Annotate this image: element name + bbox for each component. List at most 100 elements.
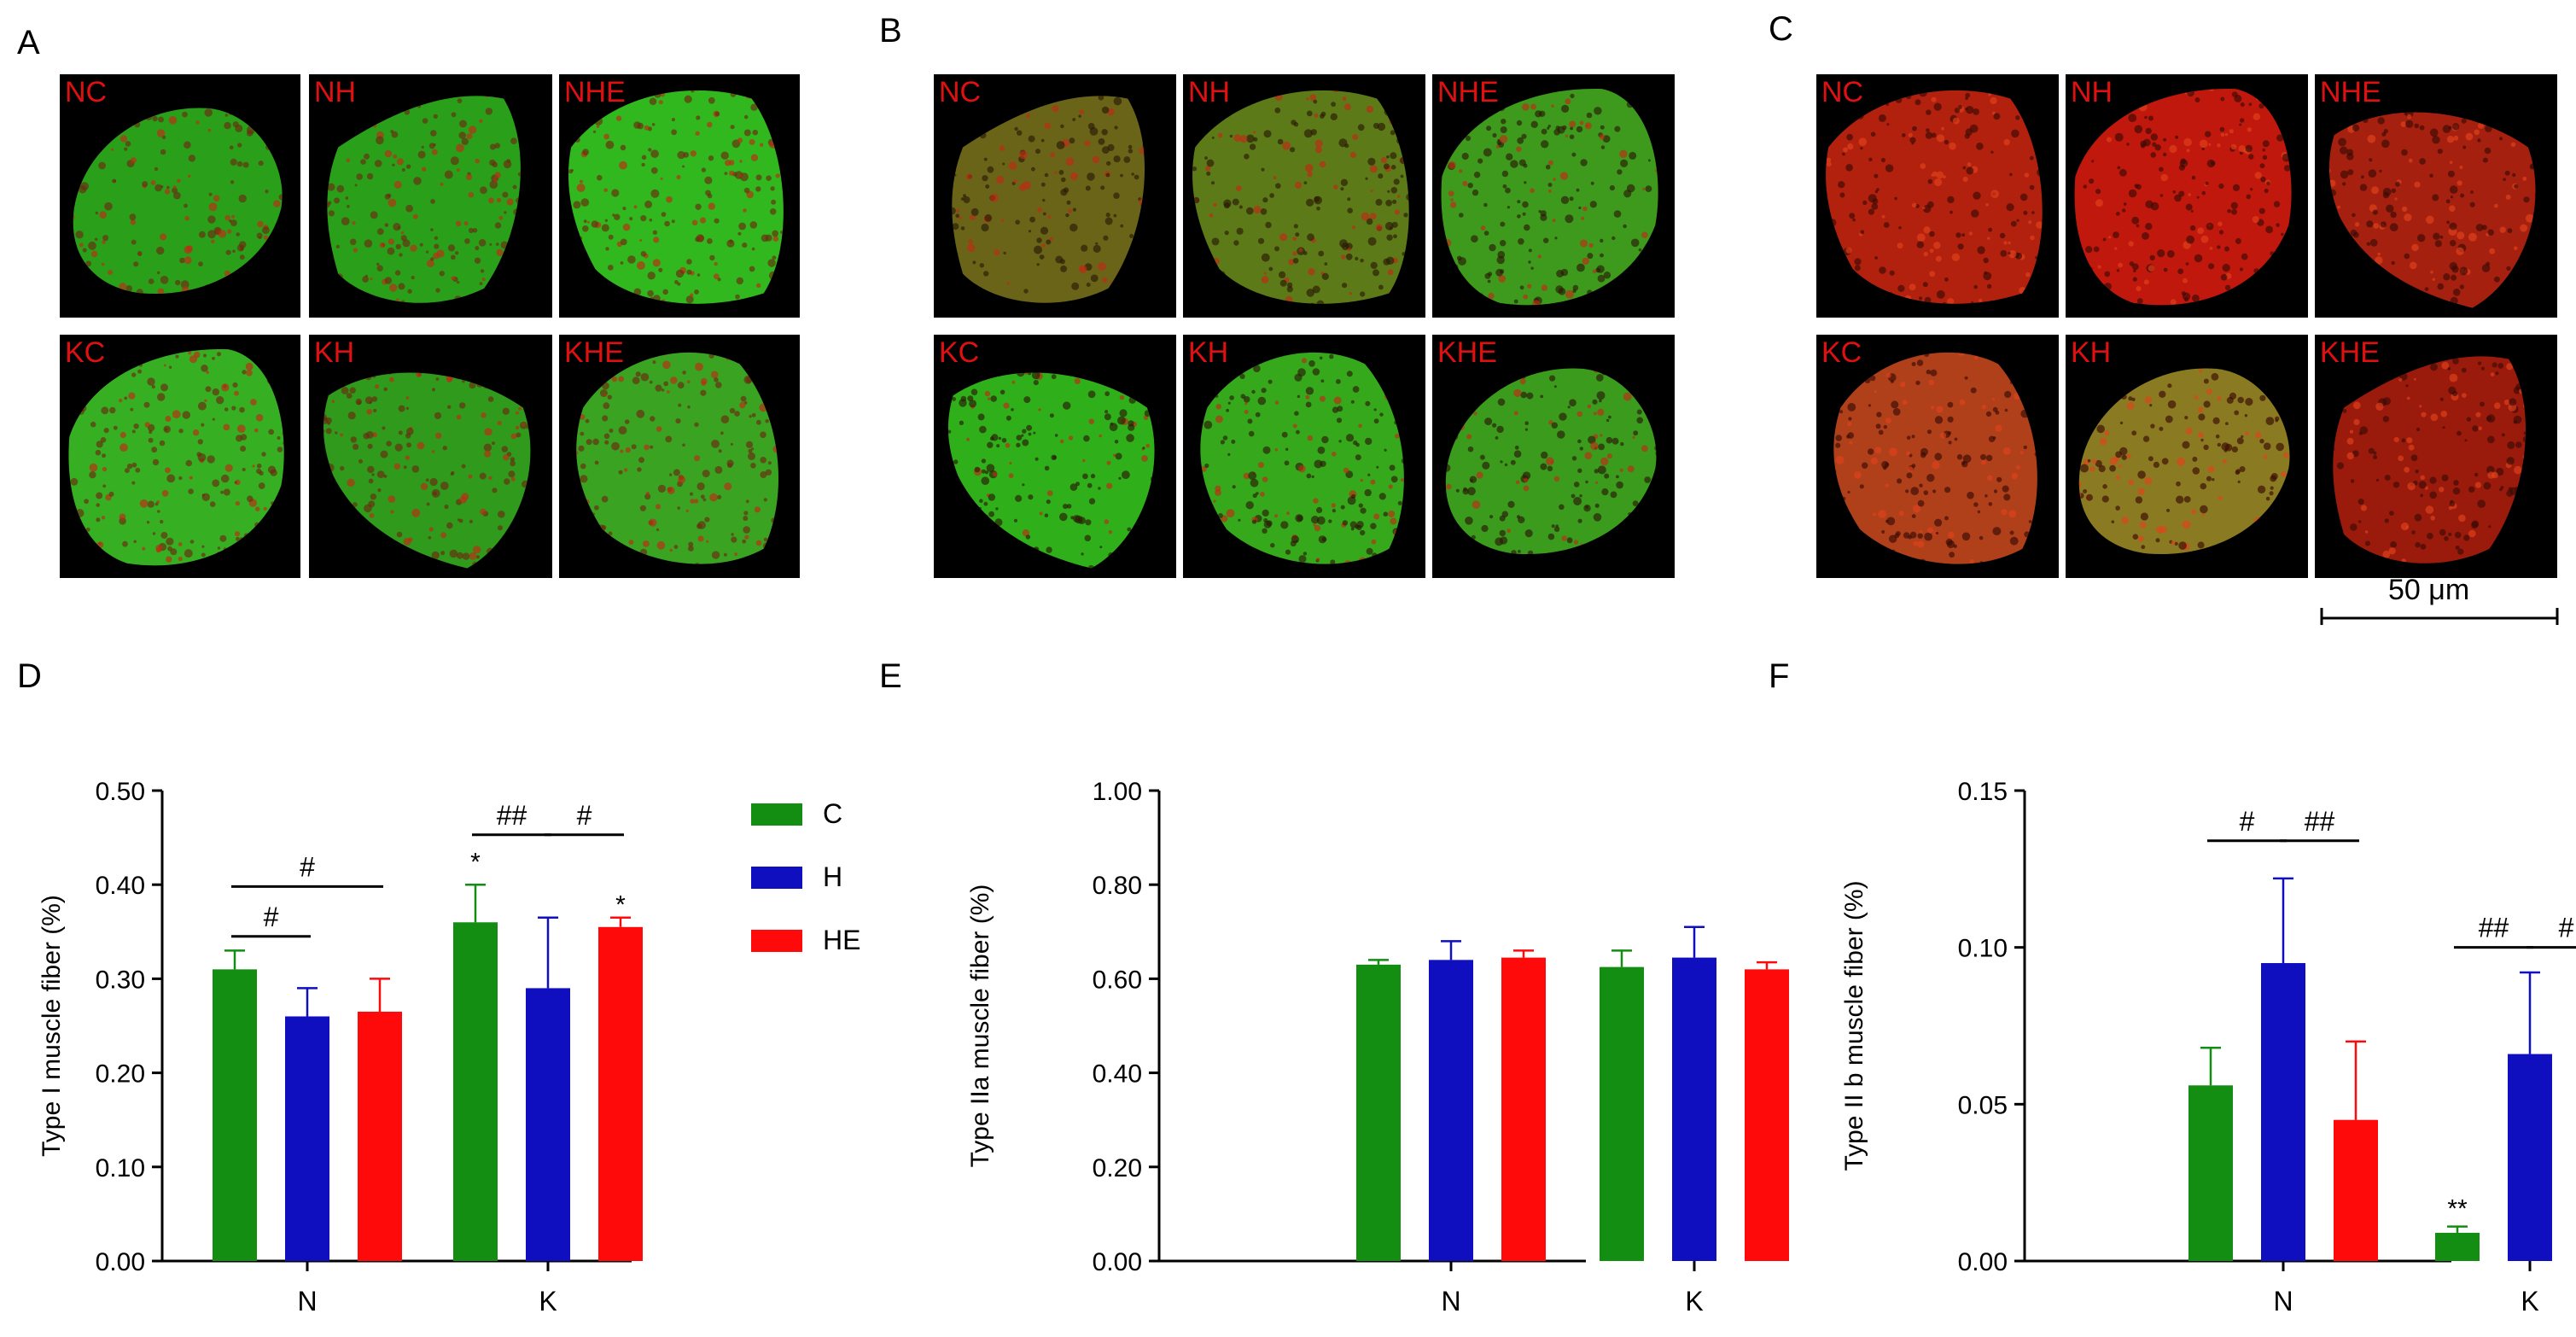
y-axis-title: Type I muscle fiber (%) [38,895,66,1157]
micrograph-tile: KH [1183,335,1425,578]
micrograph-tissue [2078,368,2290,555]
micrograph-tile: KHE [2315,335,2557,578]
scale-bar-label: 50 μm [2388,574,2470,606]
micrograph-label: KH [2071,336,2112,369]
micrograph-tile: NHE [2315,74,2557,318]
micrograph-tissue [947,372,1155,569]
micrograph-tissue [576,352,779,564]
bar [2188,1085,2233,1261]
micrograph-label: KC [65,336,106,369]
y-tick-label: 0.15 [1958,778,2008,806]
y-tick-label: 1.00 [1093,778,1142,806]
bar [285,1016,329,1261]
y-tick-label: 0.80 [1093,872,1142,900]
micrograph-tissue [2328,112,2536,308]
micrograph-tissue [1192,90,1409,304]
panel-letter-b: B [879,12,902,50]
y-tick-label: 0.50 [96,778,145,806]
micrograph-tile: NHE [559,74,800,318]
y-tick-label: 0.00 [96,1248,145,1276]
y-tick-label: 0.30 [96,966,145,994]
bar [1745,969,1789,1261]
significance-label: # [264,902,279,932]
bar [1600,966,1644,1261]
legend-item-he: HE [751,925,860,956]
micrograph-tissue [68,348,284,566]
significance-label: # [2240,806,2255,837]
micrograph-tile: KC [934,335,1176,578]
legend-swatch-he [751,929,802,952]
micrograph-label: KH [1188,336,1229,369]
significance-label: # [300,851,315,882]
micrograph-tissue [952,96,1145,303]
micrograph-label: KC [939,336,980,369]
micrograph-tissue [73,108,283,295]
bar [2508,1054,2552,1261]
x-tick-label: K [2521,1286,2538,1317]
bar [1501,957,1546,1261]
micrograph-label: NHE [2320,76,2381,108]
legend-item-c: C [751,798,842,830]
micrograph-label: NC [65,76,108,108]
y-tick-label: 0.05 [1958,1091,2008,1119]
star-annotation: * [615,890,626,919]
micrograph-tissue [2333,356,2526,563]
chart-type-iia: 0.00 0.20 0.40 0.60 0.80 1.00 N K Type IIa muscl… [966,778,1789,1317]
panel-letter-a: A [17,24,40,61]
micrograph-tile: NC [60,74,300,318]
bar [1356,964,1401,1261]
panel-letter-c: C [1769,10,1793,48]
y-axis-title: Type IIa muscle fiber (%) [966,885,994,1168]
star-annotation: ** [2447,1195,2468,1223]
scale-bar-graphic [2320,608,2559,627]
micrograph-label: NH [314,76,357,108]
bar [453,922,498,1261]
legend-swatch-h [751,866,802,889]
bar [1429,960,1473,1261]
y-axis-title: Type II b muscle fiber (%) [1840,880,1868,1171]
micrograph-tissue [1833,352,2037,564]
significance-label: ## [497,800,527,831]
x-tick-label: N [2273,1286,2293,1317]
micrograph-tile: NC [934,74,1176,318]
micrograph-tile: KHE [559,335,800,578]
micrograph-tile: KC [1816,335,2059,578]
legend-label-c: C [823,798,843,829]
micrograph-tissue [1200,352,1404,564]
legend: C H HE [751,798,922,969]
panel-letter-e: E [879,657,902,695]
bar [2435,1232,2480,1261]
micrograph-tile: KH [309,335,552,578]
bar [526,988,570,1261]
x-tick-label: N [297,1286,317,1317]
micrograph-label: KHE [2320,336,2380,369]
micrograph-tissue [2074,88,2292,306]
bar [213,969,257,1261]
micrograph-tissue [1445,368,1657,555]
micrograph-tissue [568,90,784,304]
bar [2261,963,2305,1261]
micrograph-label: NH [2071,76,2113,108]
y-tick-label: 0.10 [1958,935,2008,963]
panel-letter-f: F [1769,657,1790,695]
significance-label: ## [2305,806,2335,837]
micrograph-label: KH [314,336,355,369]
significance-label: ## [2479,913,2509,943]
legend-label-he: HE [823,925,861,955]
y-tick-label: 0.00 [1093,1248,1142,1276]
micrograph-tile: NHE [1432,74,1675,318]
micrograph-label: NC [1821,76,1864,108]
chart-type-iib: 0.00 0.05 0.10 0.15 N K Type II b muscle fiber… [1840,778,2576,1317]
bar [1672,957,1716,1261]
chart-type-i: 0.00 0.10 0.20 0.30 0.40 0.50 N K Type I muscle … [38,778,643,1317]
legend-item-h: H [751,861,842,893]
micrograph-label: NHE [564,76,626,108]
x-tick-label: K [1685,1286,1703,1317]
bar [2334,1119,2378,1261]
micrograph-label: KHE [1437,336,1497,369]
y-tick-label: 0.40 [1093,1060,1142,1089]
y-tick-label: 0.40 [96,872,145,900]
legend-label-h: H [823,861,843,892]
y-tick-label: 0.20 [1093,1154,1142,1182]
micrograph-tile: KHE [1432,335,1675,578]
